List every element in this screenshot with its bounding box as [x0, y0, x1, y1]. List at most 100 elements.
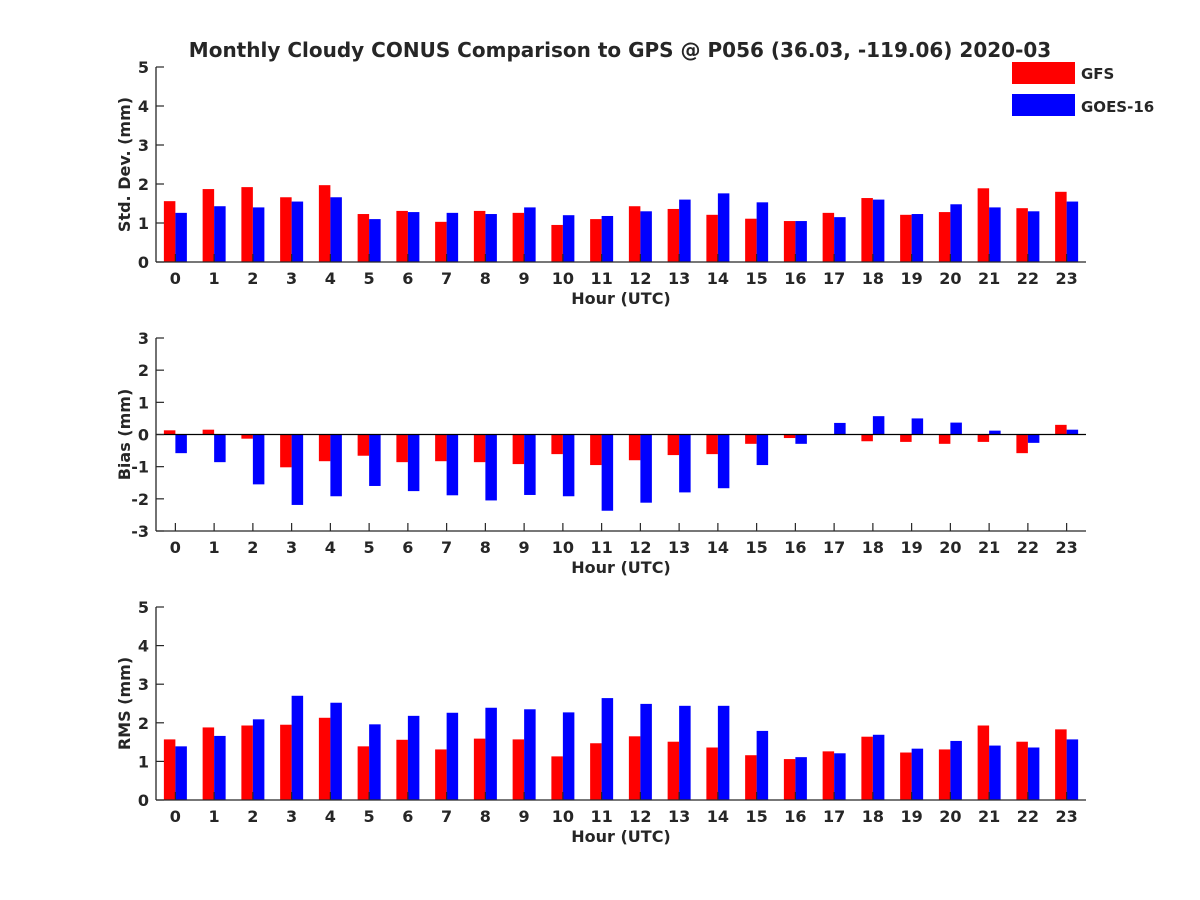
rms-xtick-label: 18: [862, 807, 884, 826]
stddev-xtick-label: 12: [629, 269, 651, 288]
bias-xtick-label: 1: [209, 538, 220, 557]
bias-bar-goes16-hour-9: [524, 434, 536, 495]
bias-bar-goes16-hour-3: [291, 434, 304, 505]
rms-bar-gfs-hour-16: [783, 759, 796, 800]
stddev-bar-goes16-hour-16: [795, 221, 807, 262]
rms-bar-goes16-hour-17: [834, 753, 846, 800]
bias-xtick-label: 11: [590, 538, 612, 557]
bias-bar-gfs-hour-8: [473, 434, 486, 463]
stddev-bar-goes16-hour-22: [1027, 211, 1040, 262]
stddev-xtick-label: 20: [939, 269, 961, 288]
rms-bar-gfs-hour-4: [318, 717, 331, 800]
rms-bar-goes16-hour-18: [872, 734, 885, 800]
stddev-bar-gfs-hour-7: [435, 221, 447, 262]
stddev-bar-goes16-hour-9: [524, 207, 536, 262]
rms-xtick-label: 4: [325, 807, 336, 826]
rms-xtick-label: 3: [286, 807, 297, 826]
stddev-xtick-label: 14: [707, 269, 729, 288]
bias-xtick-label: 2: [247, 538, 258, 557]
bias-bar-goes16-hour-22: [1027, 434, 1040, 443]
rms-bar-goes16-hour-1: [214, 735, 226, 800]
bias-bar-goes16-hour-5: [369, 434, 381, 486]
rms-bar-gfs-hour-6: [396, 739, 408, 800]
stddev-xtick-label: 21: [978, 269, 1000, 288]
bias-bar-goes16-hour-8: [485, 434, 497, 501]
bias-xtick-label: 3: [286, 538, 297, 557]
bias-xtick-label: 4: [325, 538, 336, 557]
bias-bar-goes16-hour-13: [679, 434, 691, 493]
rms-bar-gfs-hour-14: [706, 747, 718, 800]
bias-y-axis-label: Bias (mm): [115, 389, 134, 481]
bias-xtick-label: 9: [519, 538, 530, 557]
rms-xtick-label: 20: [939, 807, 961, 826]
stddev-bar-goes16-hour-11: [601, 215, 614, 262]
rms-ytick-label: 3: [138, 675, 149, 694]
stddev-bar-goes16-hour-1: [214, 206, 226, 262]
rms-bar-gfs-hour-1: [202, 727, 215, 800]
bias-xtick-label: 23: [1055, 538, 1077, 557]
rms-bar-goes16-hour-8: [485, 707, 497, 800]
stddev-xtick-label: 3: [286, 269, 297, 288]
bias-bar-gfs-hour-1: [202, 429, 215, 435]
bias-bar-gfs-hour-18: [861, 434, 873, 442]
bias-xtick-label: 10: [552, 538, 574, 557]
stddev-bar-goes16-hour-10: [562, 215, 575, 262]
stddev-bar-goes16-hour-19: [911, 214, 924, 262]
stddev-bar-gfs-hour-6: [396, 210, 408, 262]
stddev-xtick-label: 17: [823, 269, 845, 288]
stddev-bar-gfs-hour-16: [783, 221, 796, 262]
rms-bar-goes16-hour-3: [291, 695, 304, 800]
rms-bar-goes16-hour-6: [407, 715, 420, 800]
bias-xtick-label: 7: [441, 538, 452, 557]
bias-bar-goes16-hour-6: [407, 434, 420, 492]
rms-bar-gfs-hour-15: [745, 755, 757, 800]
stddev-xtick-label: 11: [590, 269, 612, 288]
bias-bar-goes16-hour-15: [756, 434, 769, 466]
stddev-bar-gfs-hour-18: [861, 198, 873, 262]
stddev-bar-goes16-hour-15: [756, 202, 769, 262]
bias-bar-goes16-hour-21: [989, 430, 1001, 435]
rms-xtick-label: 12: [629, 807, 651, 826]
legend-swatch-goes16: [1012, 94, 1075, 116]
bias-bar-goes16-hour-0: [175, 434, 187, 454]
bias-bar-gfs-hour-6: [396, 434, 408, 463]
stddev-bar-gfs-hour-15: [745, 218, 757, 262]
bias-bar-goes16-hour-1: [214, 434, 226, 463]
rms-bar-goes16-hour-5: [369, 724, 381, 800]
bias-bar-gfs-hour-4: [318, 434, 331, 462]
stddev-xtick-label: 5: [364, 269, 375, 288]
rms-bar-goes16-hour-14: [717, 705, 730, 800]
stddev-bar-gfs-hour-10: [551, 224, 563, 262]
rms-bar-goes16-hour-12: [640, 703, 652, 800]
stddev-bar-gfs-hour-23: [1055, 191, 1067, 262]
legend-label-goes16: GOES-16: [1081, 98, 1154, 116]
stddev-bar-goes16-hour-3: [291, 201, 304, 262]
stddev-bar-gfs-hour-12: [628, 206, 641, 262]
chart-title: Monthly Cloudy CONUS Comparison to GPS @…: [189, 38, 1051, 62]
bias-bar-gfs-hour-0: [163, 430, 176, 435]
stddev-ytick-label: 2: [138, 175, 149, 194]
bias-bar-goes16-hour-17: [834, 422, 846, 435]
bias-xtick-label: 22: [1017, 538, 1039, 557]
rms-xtick-label: 11: [590, 807, 612, 826]
rms-xtick-label: 17: [823, 807, 845, 826]
bias-xtick-label: 8: [480, 538, 491, 557]
bias-xtick-label: 12: [629, 538, 651, 557]
bias-xtick-label: 14: [707, 538, 729, 557]
stddev-xtick-label: 4: [325, 269, 336, 288]
stddev-bar-gfs-hour-3: [280, 197, 292, 262]
rms-bar-gfs-hour-22: [1016, 741, 1028, 800]
stddev-xtick-label: 8: [480, 269, 491, 288]
bias-bar-gfs-hour-20: [938, 434, 951, 444]
bias-ytick-label: -1: [131, 458, 149, 477]
rms-bar-goes16-hour-7: [446, 712, 459, 800]
rms-bar-gfs-hour-13: [667, 741, 680, 800]
bias-bar-goes16-hour-19: [911, 418, 924, 435]
stddev-bar-gfs-hour-8: [473, 210, 486, 262]
rms-xtick-label: 22: [1017, 807, 1039, 826]
bias-xtick-label: 6: [402, 538, 413, 557]
rms-bar-goes16-hour-13: [679, 705, 691, 800]
stddev-bar-goes16-hour-0: [175, 212, 187, 262]
